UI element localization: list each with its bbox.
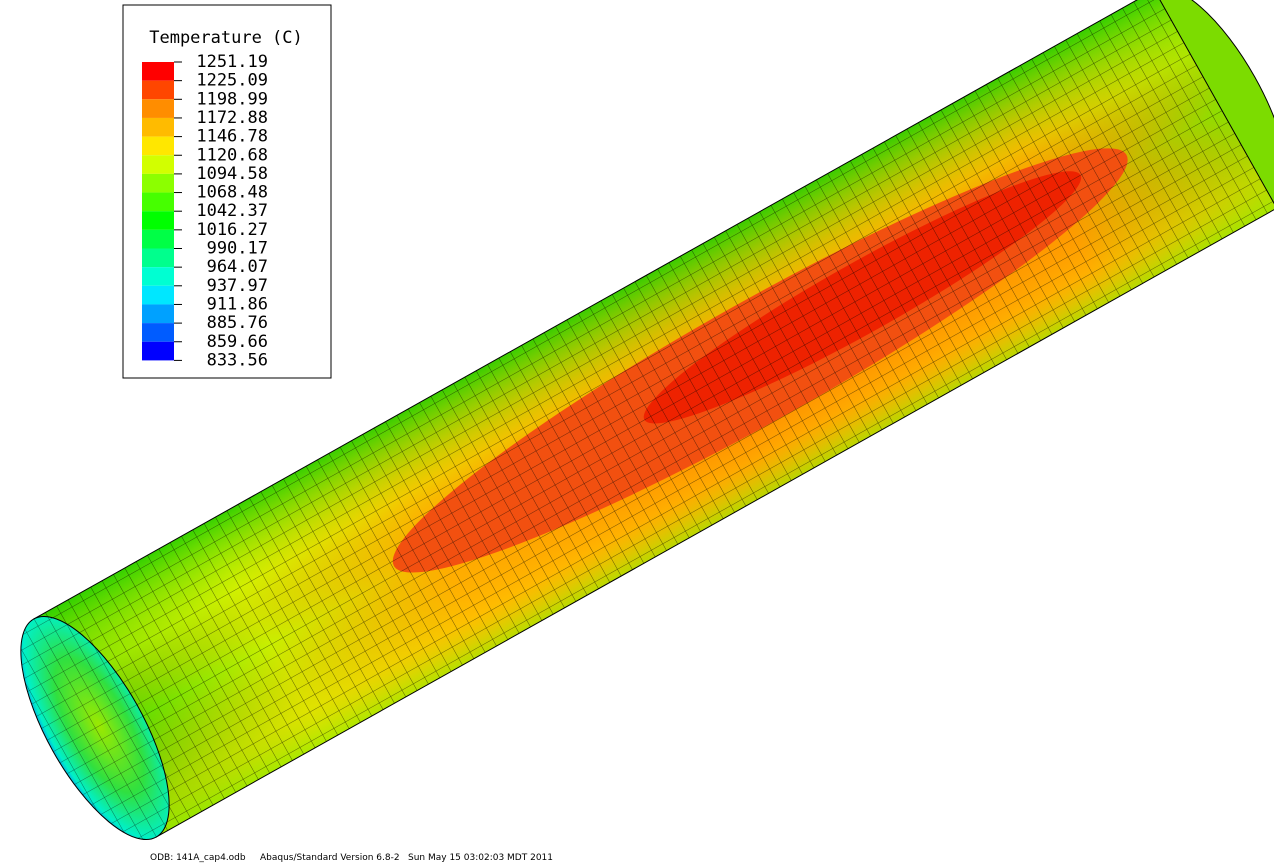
legend-label: 1198.99 [196, 89, 268, 109]
cap-mesh [20, 616, 170, 840]
legend-swatch [142, 62, 174, 81]
legend-swatch [142, 323, 174, 342]
legend-label: 1225.09 [196, 71, 268, 91]
legend-swatch [142, 136, 174, 156]
legend-label: 964.07 [207, 257, 268, 277]
legend-swatch [142, 99, 174, 118]
legend-swatch [142, 341, 174, 361]
legend-label: 859.66 [207, 332, 268, 352]
legend-swatch [142, 211, 174, 230]
legend-label: 833.56 [207, 350, 268, 370]
mesh [33, 0, 1274, 838]
legend-label: 911.86 [207, 294, 268, 314]
legend-label: 885.76 [207, 313, 268, 333]
footer-odb: ODB: 141A_cap4.odb [150, 853, 246, 863]
legend-label: 990.17 [207, 239, 268, 259]
legend-swatch [142, 285, 174, 305]
legend-swatch [142, 173, 174, 193]
legend-swatch [142, 229, 174, 249]
legend-title: Temperature (C) [149, 28, 303, 48]
legend-swatch [142, 155, 174, 174]
legend-swatch [142, 117, 174, 137]
legend-swatch [142, 80, 174, 100]
legend: 1251.191225.091198.991172.881146.781120.… [142, 52, 268, 370]
legend-label: 1146.78 [196, 127, 268, 147]
legend-swatch [142, 267, 174, 286]
legend-label: 1042.37 [196, 201, 268, 221]
legend-label: 1068.48 [196, 183, 268, 203]
legend-label: 1094.58 [196, 164, 268, 184]
legend-label: 1172.88 [196, 108, 268, 128]
legend-label: 937.97 [207, 276, 268, 296]
legend-swatch [142, 192, 174, 212]
legend-swatch [142, 248, 174, 268]
legend-label: 1016.27 [196, 220, 268, 240]
legend-swatch [142, 304, 174, 324]
footer-date: Sun May 15 03:02:03 MDT 2011 [408, 853, 553, 863]
footer-version: Abaqus/Standard Version 6.8-2 [260, 853, 400, 863]
legend-label: 1120.68 [196, 145, 268, 165]
legend-label: 1251.19 [196, 52, 268, 72]
